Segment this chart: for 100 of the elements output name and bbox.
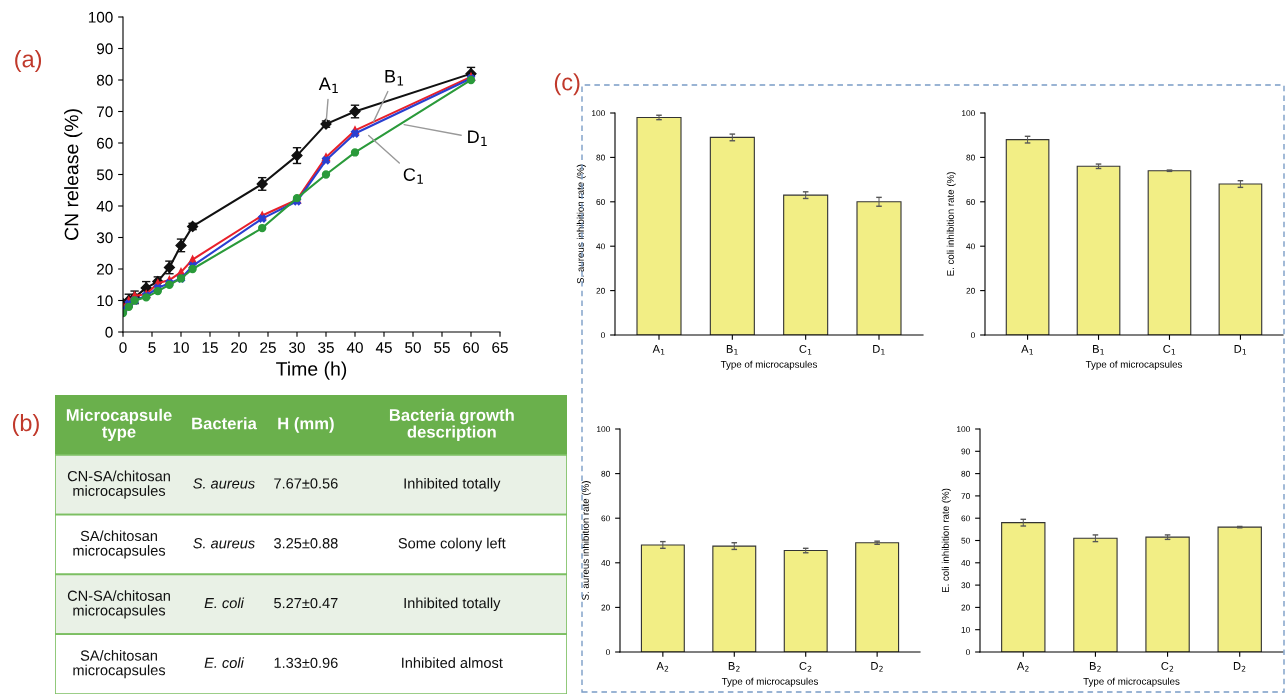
y-tick-label: 100 <box>597 426 610 433</box>
x-tick-label: A$_{2}$ <box>1016 662 1029 672</box>
x-tick-label: 20 <box>231 342 247 353</box>
annotation: C$_{1}$ <box>403 168 423 184</box>
x-axis-title: Type of microcapsules <box>720 360 818 370</box>
y-tick-label: 40 <box>966 243 975 250</box>
x-tick-label: B$_{1}$ <box>726 345 738 355</box>
y-tick-label: 40 <box>601 560 610 566</box>
text: E. coli <box>204 657 245 669</box>
x-tick-label: C$_{2}$ <box>799 662 812 672</box>
x-tick-label: 0 <box>119 342 127 353</box>
y-tick-label: 10 <box>961 626 970 633</box>
text: Some colony left <box>398 537 506 552</box>
y-tick-label: 90 <box>961 448 970 455</box>
y-tick-label: 60 <box>97 137 113 149</box>
x-tick-label: C$_{2}$ <box>1161 662 1174 672</box>
y-tick-label: 50 <box>96 169 113 181</box>
y-tick-label: 80 <box>966 154 975 161</box>
y-tick-label: 30 <box>96 232 113 244</box>
x-tick-label: 50 <box>405 342 421 353</box>
text: Microcapsule type <box>66 408 172 442</box>
text: S. aureus <box>193 478 255 489</box>
y-tick-label: 100 <box>88 11 113 23</box>
text: Bacteria <box>192 417 257 430</box>
text: Inhibited totally <box>404 477 501 492</box>
annotation: A$_{1}$ <box>318 77 338 94</box>
x-tick-label: 55 <box>434 342 450 353</box>
x-tick-label: 45 <box>375 342 392 353</box>
x-axis-title: Type of microcapsules <box>1085 360 1183 370</box>
x-tick-label: D$_{1}$ <box>873 345 885 355</box>
x-tick-label: B$_{2}$ <box>1089 662 1101 672</box>
y-tick-label: 20 <box>966 287 975 294</box>
x-tick-label: D$_{1}$ <box>1234 345 1247 355</box>
y-axis-title: S. aureus inhibition rate (%) <box>576 164 586 284</box>
y-axis-title: E. coli inhibition rate (%) <box>946 172 956 276</box>
x-tick-label: 30 <box>289 342 305 353</box>
text: Inhibited almost <box>402 657 503 669</box>
text: SA/chitosan microcapsules <box>73 530 166 559</box>
y-tick-label: 0 <box>600 332 605 339</box>
y-tick-label: 50 <box>961 537 970 544</box>
x-tick-label: 65 <box>492 342 508 353</box>
text: 7.67±0.56 <box>274 478 338 489</box>
text: E. coli <box>204 597 245 609</box>
y-tick-label: 0 <box>965 649 970 656</box>
y-tick-label: 20 <box>97 263 113 275</box>
x-tick-label: 15 <box>202 342 218 353</box>
y-axis-title: E. coli inhibition rate (%) <box>941 488 951 593</box>
x-tick-label: A$_{1}$ <box>1021 345 1033 355</box>
x-tick-label: C$_{1}$ <box>1163 345 1176 355</box>
x-tick-label: C$_{1}$ <box>799 345 812 355</box>
y-tick-label: 60 <box>961 515 970 522</box>
text: 1.33±0.96 <box>274 657 338 669</box>
x-axis-title: Time (h) <box>276 361 347 380</box>
y-tick-label: 30 <box>961 582 970 589</box>
x-tick-label: A$_{2}$ <box>656 662 669 672</box>
y-tick-label: 80 <box>596 154 605 161</box>
x-tick-label: D$_{2}$ <box>871 662 883 672</box>
text: CN-SA/chitosan microcapsules <box>67 470 170 499</box>
y-tick-label: 100 <box>957 426 970 433</box>
y-tick-label: 100 <box>592 110 605 117</box>
y-axis-title: CN release (%) <box>64 109 83 240</box>
y-tick-label: 60 <box>601 515 610 522</box>
y-tick-label: 100 <box>962 110 975 117</box>
x-tick-label: 40 <box>346 342 363 353</box>
x-tick-label: A$_{1}$ <box>652 345 665 355</box>
text: (a) <box>15 50 42 73</box>
x-tick-label: 25 <box>260 342 276 353</box>
y-tick-label: 40 <box>596 243 605 250</box>
x-axis-title: Type of microcapsules <box>1083 677 1180 687</box>
y-tick-label: 80 <box>96 74 113 86</box>
y-tick-label: 80 <box>601 470 610 477</box>
chart-title: (c) <box>554 73 580 96</box>
y-tick-label: 20 <box>596 287 605 294</box>
text: 3.25±0.88 <box>274 538 338 549</box>
x-tick-label: 35 <box>318 342 334 353</box>
y-tick-label: 0 <box>105 326 113 338</box>
x-tick-label: B$_{2}$ <box>728 662 740 672</box>
y-tick-label: 40 <box>96 200 113 212</box>
annotation: B$_{1}$ <box>385 70 404 86</box>
text: Inhibited totally <box>404 597 501 612</box>
y-tick-label: 0 <box>605 649 610 656</box>
y-tick-label: 10 <box>97 295 113 307</box>
y-tick-label: 90 <box>97 43 113 55</box>
text: 5.27±0.47 <box>274 597 338 609</box>
x-tick-label: 10 <box>173 342 189 353</box>
y-tick-label: 70 <box>97 106 113 118</box>
y-tick-label: 60 <box>596 199 605 205</box>
y-tick-label: 60 <box>966 199 975 205</box>
y-tick-label: 70 <box>961 493 970 499</box>
x-tick-label: 5 <box>148 342 156 353</box>
x-tick-label: D$_{2}$ <box>1233 662 1246 672</box>
text: H (mm) <box>278 417 334 433</box>
annotation: D$_{1}$ <box>468 130 487 146</box>
x-tick-label: 60 <box>463 342 479 353</box>
text: Bacteria growth description <box>389 408 514 442</box>
x-axis-title: Type of microcapsules <box>721 677 819 687</box>
y-tick-label: 80 <box>961 470 970 477</box>
y-tick-label: 40 <box>961 560 970 566</box>
y-tick-label: 0 <box>970 332 975 339</box>
y-axis-title: S. aureus inhibition rate (%) <box>581 481 591 601</box>
